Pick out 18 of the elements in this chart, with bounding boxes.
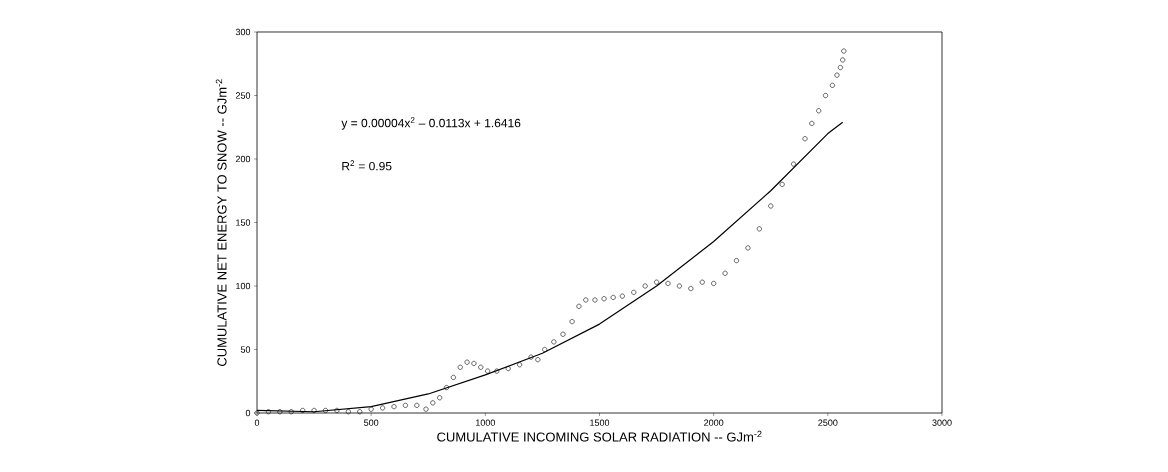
x-tick-label: 1500	[590, 419, 610, 426]
x-tick-label: 2000	[704, 419, 724, 426]
y-tick-label: 150	[236, 219, 251, 226]
y-tick-label: 50	[240, 346, 251, 353]
y-tick-label: 200	[235, 155, 251, 163]
annotation: y = 0.00004x$^{2}$ – 0.0113x + 1.6416	[341, 117, 521, 130]
y-tick-label: 0	[245, 409, 251, 417]
x-tick-label: 3000	[932, 419, 952, 426]
y-tick-label: 250	[235, 92, 251, 99]
y-tick-label: 300	[235, 28, 251, 36]
x-tick-label: 1000	[476, 419, 495, 426]
y-tick-label: 100	[236, 282, 251, 290]
x-tick-label: 500	[364, 419, 379, 426]
x-tick-label: 2500	[818, 419, 838, 426]
annotation: R$^{2}$ = 0.95	[342, 160, 392, 171]
x-tick-label: 0	[254, 419, 260, 426]
x-axis-title: CUMULATIVE INCOMING SOLAR RADIATION -- GJm$^{-2}$	[437, 430, 762, 442]
y-axis-title: CUMULATIVE NET ENERGY TO SNOW -- GJm$^{-2}$	[215, 79, 227, 367]
